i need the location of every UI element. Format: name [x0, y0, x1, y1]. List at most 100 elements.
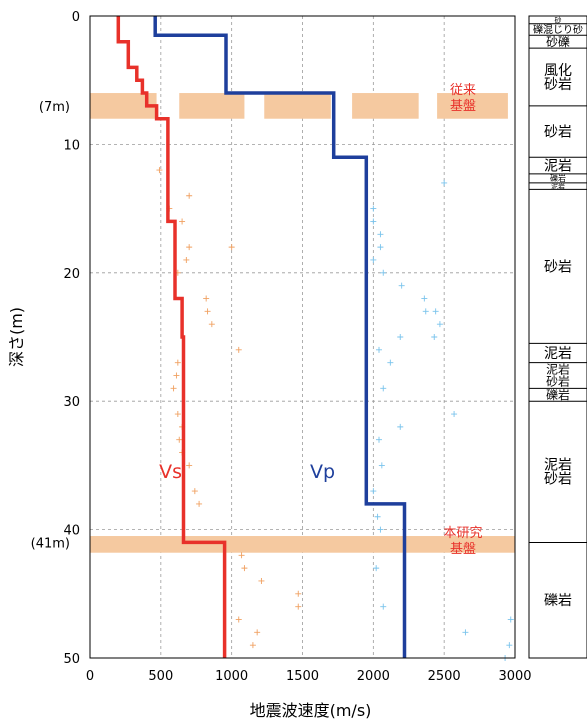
vp-scatter-point	[370, 218, 377, 225]
geology-label: 泥岩	[544, 158, 572, 174]
vs-scatter-point	[295, 590, 302, 597]
geology-label: 泥岩	[551, 182, 565, 191]
geology-label: 礫岩	[544, 593, 572, 609]
vp-scatter-point	[422, 308, 429, 315]
vs-scatter-point	[249, 642, 256, 649]
plot-frame	[89, 15, 516, 659]
x-tick-label: 0	[86, 669, 94, 684]
vp-scatter-point	[380, 603, 387, 610]
geology-column	[528, 15, 587, 659]
vp-scatter-point	[397, 334, 404, 340]
band-segment	[352, 93, 419, 119]
vs-scatter-point	[186, 462, 193, 469]
band-segment	[437, 93, 508, 119]
vs-scatter-point	[186, 244, 193, 251]
vp-scatter-point	[378, 462, 385, 469]
y-tick-label: 0	[72, 10, 80, 25]
series-line-vs	[116, 16, 227, 658]
vs-scatter-point	[204, 308, 211, 315]
vp-scatter-point	[370, 256, 377, 263]
x-tick-label: 1000	[215, 669, 248, 684]
vp-scatter-point	[436, 321, 443, 328]
vp-scatter-point	[462, 629, 469, 636]
geology-label: 砂岩	[544, 259, 572, 275]
vs-scatter-point	[183, 256, 190, 263]
vs-scatter-point	[235, 346, 242, 353]
band-label: 基盤	[450, 99, 476, 114]
vs-scatter-point	[241, 565, 248, 572]
vs-scatter-point	[258, 577, 265, 584]
geology-label: 泥岩	[544, 458, 572, 474]
vs-scatter-point	[174, 411, 181, 418]
vp-scatter-point	[377, 231, 384, 238]
vp-scatter-point	[421, 295, 428, 302]
geology-label: 砂礫	[546, 35, 570, 49]
vp-scatter-point	[370, 205, 377, 212]
vs-scatter-point	[174, 359, 181, 366]
geology-label: 礫岩	[546, 388, 570, 402]
vs-scatter-point	[208, 321, 215, 328]
y-extra-label: (41m)	[31, 536, 70, 551]
vp-scatter-point	[380, 385, 387, 392]
vs-scatter-point	[228, 244, 235, 251]
x-axis-label: 地震波速度(m/s)	[250, 701, 372, 720]
vs-scatter-point	[295, 603, 302, 610]
vs-scatter-point	[238, 552, 245, 559]
vp-scatter-point	[377, 244, 384, 251]
geology-label: 風化	[544, 63, 572, 79]
series-label-vp: Vp	[310, 461, 335, 483]
band-label: 基盤	[450, 542, 476, 557]
vp-scatter-point	[397, 423, 404, 430]
vp-scatter-point	[380, 269, 387, 276]
band-segment	[90, 536, 515, 553]
vp-scatter-point	[373, 565, 380, 572]
vs-scatter-point	[254, 629, 261, 636]
vp-scatter-point	[431, 334, 438, 340]
x-tick-label: 1500	[286, 669, 319, 684]
vs-scatter-point	[235, 616, 242, 623]
vp-scatter-point	[376, 346, 382, 353]
y-extra-label: (7m)	[39, 100, 70, 115]
band-label: 本研究	[443, 526, 482, 541]
band-segment	[179, 93, 245, 119]
vs-scatter-point	[196, 500, 203, 507]
y-tick-label: 10	[63, 138, 80, 153]
y-tick-label: 20	[63, 267, 80, 282]
geology-label: 砂	[555, 15, 562, 24]
geology-label: 砂岩	[546, 375, 570, 389]
y-tick-label: 30	[63, 395, 80, 410]
geology-label: 砂岩	[544, 124, 572, 140]
geology-label: 泥岩	[544, 346, 572, 362]
geology-label: 砂岩	[544, 77, 572, 93]
geology-label: 礫混じり砂	[533, 23, 583, 36]
vs-scatter-point	[173, 372, 180, 379]
y-tick-label: 40	[63, 524, 80, 539]
vp-scatter-point	[377, 526, 384, 533]
x-tick-label: 2500	[428, 669, 461, 684]
band-segment	[264, 93, 331, 119]
vp-scatter-point	[374, 513, 381, 520]
vp-scatter-point	[370, 488, 377, 495]
geology-label: 礫岩	[550, 173, 566, 183]
vs-scatter-point	[156, 167, 163, 174]
geology-label: 砂岩	[544, 472, 572, 488]
series-label-vs: Vs	[159, 461, 182, 483]
y-axis-label: 深さ(m)	[7, 307, 26, 367]
x-tick-label: 2000	[357, 669, 390, 684]
vs-scatter-point	[176, 436, 183, 443]
series-line-vp	[153, 16, 407, 658]
vp-scatter-point	[506, 642, 513, 649]
vp-scatter-point	[398, 282, 405, 289]
geology-label: 泥岩	[546, 363, 570, 377]
vs-scatter-point	[191, 488, 198, 495]
vp-scatter-point	[441, 179, 448, 186]
vs-scatter-point	[203, 295, 210, 302]
vs-scatter-point	[179, 218, 186, 225]
vp-scatter-point	[507, 616, 514, 623]
vs-scatter-point	[170, 385, 177, 392]
vp-scatter-point	[376, 436, 382, 443]
band-label: 従来	[450, 83, 476, 98]
vs-scatter-point	[186, 192, 193, 199]
x-tick-label: 500	[148, 669, 173, 684]
